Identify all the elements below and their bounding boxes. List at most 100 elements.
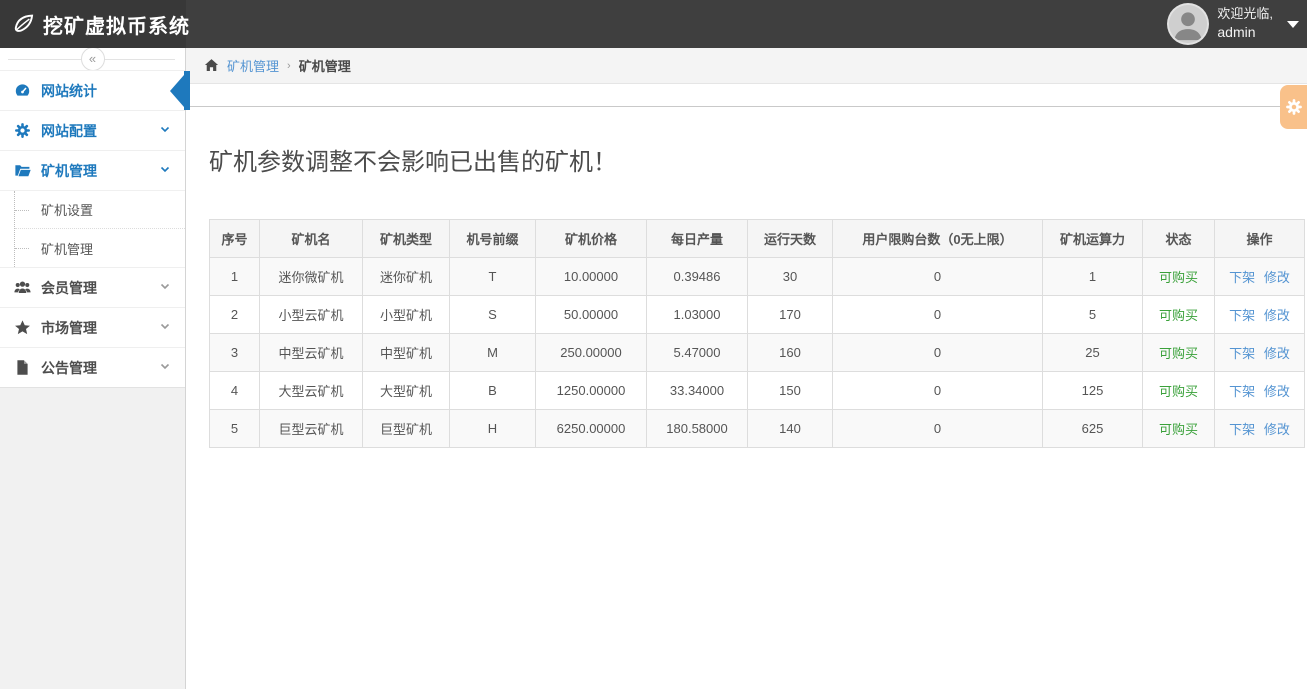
miners-table: 序号 矿机名 矿机类型 机号前缀 矿机价格 每日产量 运行天数 用户限购台数（0… xyxy=(209,219,1305,448)
table-header: 序号 矿机名 矿机类型 机号前缀 矿机价格 每日产量 运行天数 用户限购台数（0… xyxy=(209,219,1305,258)
sidebar-item-announcements[interactable]: 公告管理 xyxy=(0,347,185,387)
file-icon xyxy=(14,359,31,376)
sidebar-item-market[interactable]: 市场管理 xyxy=(0,307,185,347)
breadcrumb-separator: › xyxy=(287,59,291,72)
action-edit[interactable]: 修改 xyxy=(1263,422,1290,437)
sidebar-item-label: 矿机管理 xyxy=(41,162,97,179)
cell-type: 大型矿机 xyxy=(362,371,450,410)
cell-name: 迷你微矿机 xyxy=(259,257,363,296)
action-off-shelf[interactable]: 下架 xyxy=(1229,384,1256,399)
dashboard-icon xyxy=(14,82,31,99)
user-avatar xyxy=(1169,5,1208,43)
table-row: 2 小型云矿机 小型矿机 S 50.00000 1.03000 170 0 5 … xyxy=(209,295,1305,334)
cell-name: 中型云矿机 xyxy=(259,333,363,372)
cell-power: 25 xyxy=(1042,333,1143,372)
page-notice-title: 矿机参数调整不会影响已出售的矿机！ xyxy=(209,149,617,176)
cell-limit: 0 xyxy=(832,409,1043,448)
cell-name: 小型云矿机 xyxy=(259,295,363,334)
cell-type: 小型矿机 xyxy=(362,295,450,334)
status-badge: 可购买 xyxy=(1158,270,1198,285)
content-area: 矿机管理 › 矿机管理 矿机参数调整不会影响已出售的矿机！ 序号 矿机名 矿机类… xyxy=(186,48,1307,689)
table-row: 4 大型云矿机 大型矿机 B 1250.00000 33.34000 150 0… xyxy=(209,371,1305,410)
col-hashpower: 矿机运算力 xyxy=(1042,219,1143,258)
cell-no: 1 xyxy=(209,257,260,296)
user-menu[interactable]: 欢迎光临, admin xyxy=(1169,0,1299,48)
cell-prefix: M xyxy=(449,333,536,372)
top-navbar: 挖矿虚拟币系统 欢迎光临, admin xyxy=(0,0,1307,48)
action-edit[interactable]: 修改 xyxy=(1263,346,1290,361)
cell-power: 125 xyxy=(1042,371,1143,410)
breadcrumb-link-miner-manage[interactable]: 矿机管理 xyxy=(227,59,280,74)
star-icon xyxy=(14,319,31,336)
cell-no: 3 xyxy=(209,333,260,372)
action-edit[interactable]: 修改 xyxy=(1263,270,1290,285)
settings-panel-button[interactable] xyxy=(1280,85,1307,129)
cell-daily: 33.34000 xyxy=(646,371,748,410)
status-badge: 可购买 xyxy=(1158,384,1198,399)
table-row: 3 中型云矿机 中型矿机 M 250.00000 5.47000 160 0 2… xyxy=(209,333,1305,372)
sidebar-subitem-miner-manage[interactable]: 矿机管理 xyxy=(15,229,185,267)
sidebar-item-site-config[interactable]: 网站配置 xyxy=(0,110,185,150)
cell-price: 1250.00000 xyxy=(535,371,647,410)
cell-limit: 0 xyxy=(832,333,1043,372)
main-panel: 矿机参数调整不会影响已出售的矿机！ 序号 矿机名 矿机类型 机号前缀 矿机价格 … xyxy=(186,107,1307,448)
leaf-icon xyxy=(12,13,34,35)
cell-power: 625 xyxy=(1042,409,1143,448)
cell-daily: 180.58000 xyxy=(646,409,748,448)
col-type: 矿机类型 xyxy=(362,219,450,258)
chevron-down-icon xyxy=(159,162,171,180)
cell-daily: 1.03000 xyxy=(646,295,748,334)
home-icon[interactable] xyxy=(204,58,219,73)
folder-open-icon xyxy=(14,162,31,179)
cell-no: 4 xyxy=(209,371,260,410)
cell-prefix: B xyxy=(449,371,536,410)
action-off-shelf[interactable]: 下架 xyxy=(1229,270,1256,285)
col-run-days: 运行天数 xyxy=(747,219,833,258)
chevron-down-icon xyxy=(159,359,171,377)
status-badge: 可购买 xyxy=(1158,308,1198,323)
sidebar-subitem-miner-settings[interactable]: 矿机设置 xyxy=(15,191,185,229)
cell-power: 5 xyxy=(1042,295,1143,334)
action-edit[interactable]: 修改 xyxy=(1263,308,1290,323)
table-row: 5 巨型云矿机 巨型矿机 H 6250.00000 180.58000 140 … xyxy=(209,409,1305,448)
cell-power: 1 xyxy=(1042,257,1143,296)
chevron-down-icon xyxy=(159,122,171,140)
sidebar-collapse-button[interactable]: « xyxy=(80,47,105,71)
cell-daily: 5.47000 xyxy=(646,333,748,372)
cell-daily: 0.39486 xyxy=(646,257,748,296)
cell-type: 迷你矿机 xyxy=(362,257,450,296)
breadcrumb: 矿机管理 › 矿机管理 xyxy=(186,48,1307,84)
cell-price: 6250.00000 xyxy=(535,409,647,448)
cell-name: 巨型云矿机 xyxy=(259,409,363,448)
cell-limit: 0 xyxy=(832,257,1043,296)
app-title: 挖矿虚拟币系统 xyxy=(43,15,190,38)
gear-icon xyxy=(1285,98,1303,116)
action-off-shelf[interactable]: 下架 xyxy=(1229,422,1256,437)
action-off-shelf[interactable]: 下架 xyxy=(1229,346,1256,361)
breadcrumb-current: 矿机管理 xyxy=(298,59,351,74)
cell-prefix: S xyxy=(449,295,536,334)
col-daily-output: 每日产量 xyxy=(646,219,748,258)
col-actions: 操作 xyxy=(1214,219,1305,258)
action-edit[interactable]: 修改 xyxy=(1263,384,1290,399)
cell-prefix: T xyxy=(449,257,536,296)
welcome-text: 欢迎光临, admin xyxy=(1217,6,1273,41)
cell-days: 170 xyxy=(747,295,833,334)
sidebar-submenu: 矿机设置 矿机管理 xyxy=(0,190,185,267)
users-icon xyxy=(14,279,31,296)
cell-price: 10.00000 xyxy=(535,257,647,296)
cell-limit: 0 xyxy=(832,371,1043,410)
cell-prefix: H xyxy=(449,409,536,448)
col-name: 矿机名 xyxy=(259,219,363,258)
sidebar-item-label: 公告管理 xyxy=(41,359,97,376)
status-badge: 可购买 xyxy=(1158,346,1198,361)
sidebar-item-miner-manage[interactable]: 矿机管理 xyxy=(0,150,185,190)
sidebar-item-members[interactable]: 会员管理 xyxy=(0,267,185,307)
sidebar-item-label: 会员管理 xyxy=(41,279,97,296)
action-off-shelf[interactable]: 下架 xyxy=(1229,308,1256,323)
app-logo[interactable]: 挖矿虚拟币系统 xyxy=(0,0,189,48)
sidebar-item-site-stats[interactable]: 网站统计 xyxy=(0,70,190,110)
sidebar-menu: « 网站统计 xyxy=(0,47,190,388)
sidebar-item-label: 市场管理 xyxy=(41,319,97,336)
cell-price: 250.00000 xyxy=(535,333,647,372)
